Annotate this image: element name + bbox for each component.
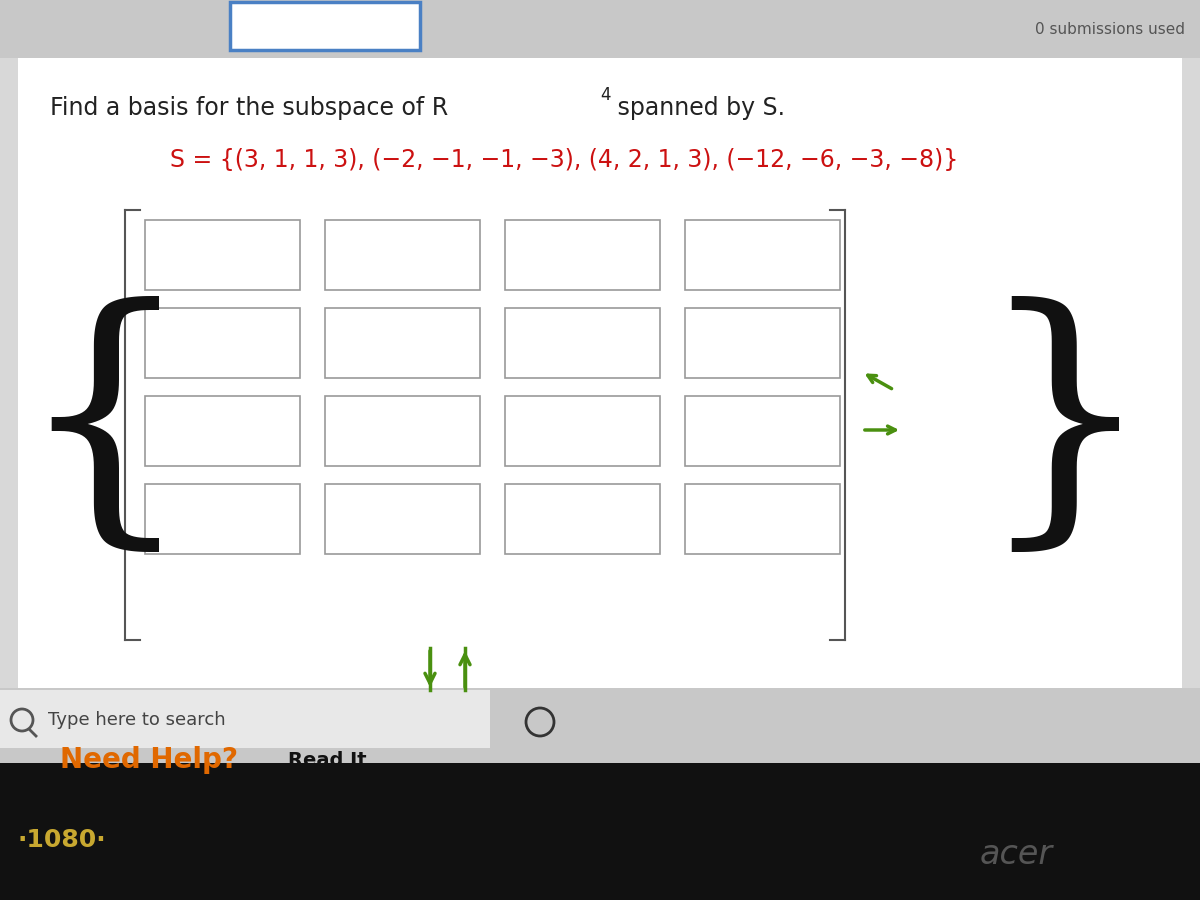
Text: Need Help?: Need Help? [60, 746, 238, 774]
Text: ·1080·: ·1080· [18, 828, 107, 852]
Bar [145, 484, 300, 554]
Bar [505, 484, 660, 554]
Bar [0, 763, 1200, 900]
Bar [685, 220, 840, 290]
Text: 0 submissions used: 0 submissions used [1034, 22, 1186, 38]
Text: acer: acer [980, 839, 1054, 871]
Bar [325, 220, 480, 290]
Text: Type here to search: Type here to search [48, 711, 226, 729]
Bar [685, 484, 840, 554]
Bar [145, 220, 300, 290]
Text: S = {(3, 1, 1, 3), (−2, −1, −1, −3), (4, 2, 1, 3), (−12, −6, −3, −8)}: S = {(3, 1, 1, 3), (−2, −1, −1, −3), (4,… [170, 148, 959, 172]
Bar [325, 396, 480, 466]
Bar [145, 308, 300, 378]
Bar [0, 688, 1200, 763]
Bar [505, 220, 660, 290]
Text: {: { [17, 295, 193, 564]
FancyBboxPatch shape [248, 738, 407, 784]
Bar [325, 308, 480, 378]
Bar [685, 308, 840, 378]
FancyBboxPatch shape [230, 2, 420, 50]
Bar [685, 396, 840, 466]
Text: spanned by S.: spanned by S. [610, 96, 785, 120]
Text: }: } [977, 295, 1153, 564]
Bar [18, 58, 1182, 688]
Text: Find a basis for the subspace of R: Find a basis for the subspace of R [50, 96, 449, 120]
Bar [505, 396, 660, 466]
Text: 4: 4 [600, 86, 611, 104]
Bar [0, 0, 1200, 58]
Bar [325, 484, 480, 554]
Bar [505, 308, 660, 378]
Bar [145, 396, 300, 466]
Bar [0, 690, 490, 748]
Text: Read It: Read It [288, 752, 367, 770]
